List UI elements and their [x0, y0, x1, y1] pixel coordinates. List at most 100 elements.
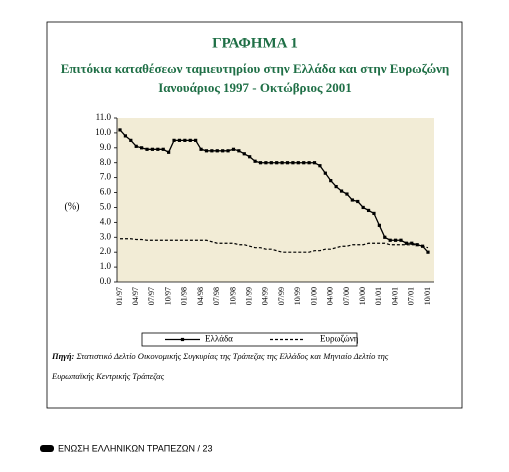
point: [226, 149, 230, 153]
point: [334, 184, 338, 189]
point: [156, 147, 160, 151]
legend-label: Ευρωζώνη: [320, 334, 359, 344]
x-tick-label: 01/00: [309, 287, 318, 305]
point: [296, 161, 300, 165]
point: [280, 161, 284, 165]
point: [318, 164, 322, 168]
footer: ΕΝΩΣΗ ΕΛΛΗΝΙΚΩΝ ΤΡΑΠΕΖΩΝ / 23: [58, 443, 212, 453]
series-line: [119, 129, 429, 253]
point: [188, 138, 192, 142]
point: [426, 250, 430, 254]
x-tick-label: 04/97: [131, 287, 140, 305]
point: [275, 161, 279, 165]
legend-label: Ελλάδα: [205, 334, 233, 344]
point: [377, 223, 381, 227]
y-tick-label: 1.0: [100, 261, 112, 271]
x-tick-label: 10/01: [423, 287, 432, 305]
y-tick-label: 9.0: [100, 142, 112, 152]
point: [172, 138, 176, 142]
point: [221, 149, 225, 153]
point: [410, 241, 414, 245]
chart-title: ΓΡΑΦΗΜΑ 1: [212, 35, 298, 51]
x-tick-label: 10/00: [358, 287, 367, 305]
point: [366, 208, 371, 213]
point: [264, 161, 268, 165]
point: [383, 235, 387, 239]
x-tick-label: 07/01: [407, 287, 416, 305]
y-tick-label: 2.0: [100, 246, 112, 256]
point: [140, 146, 144, 150]
chart-subtitle: Ιανουάριος 1997 - Οκτώβριος 2001: [158, 80, 352, 95]
point: [388, 238, 392, 242]
y-tick-label: 7.0: [100, 172, 112, 182]
point: [307, 161, 311, 165]
point: [231, 147, 236, 151]
point: [356, 199, 360, 204]
x-tick-label: 01/99: [245, 287, 254, 305]
point: [167, 150, 171, 154]
y-tick-label: 3.0: [100, 231, 112, 241]
point: [123, 134, 128, 138]
point: [145, 147, 149, 151]
y-tick-label: 6.0: [100, 187, 112, 197]
point: [312, 161, 317, 165]
point: [150, 147, 155, 151]
point: [161, 147, 165, 151]
y-axis-label: (%): [65, 201, 80, 212]
source-text: Στατιστικό Δελτίο Οικονομικής Συγκυρίας …: [75, 351, 388, 361]
legend-marker: [180, 337, 185, 342]
point: [393, 238, 398, 242]
point: [350, 198, 354, 202]
point: [323, 171, 327, 175]
point: [199, 147, 203, 151]
point: [248, 155, 252, 159]
chart-subtitle: Επιτόκια καταθέσεων ταμιευτηρίου στην Ελ…: [61, 61, 450, 76]
legend: [141, 332, 358, 347]
point: [329, 179, 333, 183]
point: [237, 149, 241, 153]
point: [194, 138, 198, 142]
source: Πηγή: Στατιστικό Δελτίο Οικονομικής Συγκ…: [51, 351, 389, 361]
point: [291, 161, 295, 165]
x-tick-label: 10/98: [228, 287, 237, 305]
series-line: [120, 238, 429, 253]
y-tick-label: 8.0: [100, 157, 112, 167]
point: [253, 159, 257, 163]
point: [258, 161, 263, 165]
footer-icon: [40, 445, 54, 452]
frame: [46, 21, 463, 409]
point: [372, 211, 376, 216]
point: [183, 138, 187, 142]
y-tick-label: 11.0: [96, 112, 112, 122]
y-tick-label: 10.0: [95, 127, 111, 137]
point: [399, 238, 403, 242]
point: [242, 152, 246, 156]
plot-area: [117, 118, 434, 282]
point: [118, 128, 122, 132]
point: [210, 149, 214, 153]
x-tick-label: 01/98: [180, 287, 189, 305]
x-tick-label: 04/99: [261, 287, 270, 305]
x-tick-label: 04/98: [196, 287, 205, 305]
point: [177, 138, 182, 142]
x-tick-label: 07/00: [342, 287, 351, 305]
x-tick-label: 10/99: [293, 287, 302, 305]
x-tick-label: 01/01: [374, 287, 383, 305]
point: [204, 149, 209, 153]
x-tick-label: 07/97: [147, 287, 156, 305]
x-tick-label: 07/99: [277, 287, 286, 305]
x-tick-label: 04/00: [326, 287, 335, 305]
y-tick-label: 4.0: [100, 216, 112, 226]
point: [134, 144, 138, 148]
point: [339, 189, 344, 193]
x-tick-label: 01/97: [115, 287, 124, 305]
point: [269, 161, 273, 165]
point: [129, 138, 133, 142]
point: [302, 161, 306, 165]
point: [404, 241, 408, 245]
x-tick-label: 10/97: [163, 287, 172, 305]
point: [215, 149, 219, 153]
point: [345, 192, 349, 196]
point: [361, 205, 365, 210]
